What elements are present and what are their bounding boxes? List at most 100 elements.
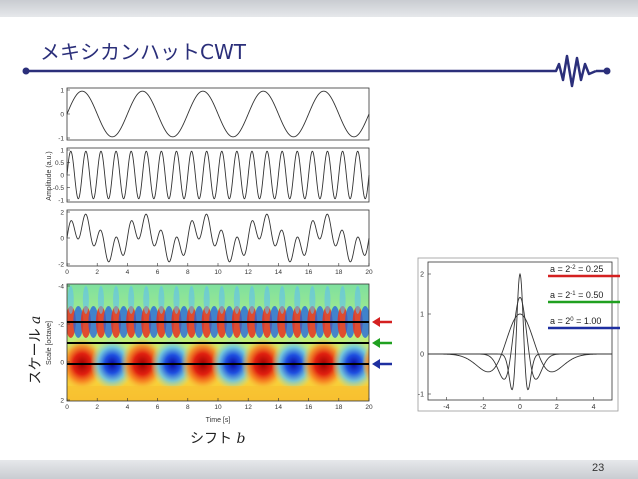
xtick-label: 18 — [335, 404, 343, 411]
heat-light-stripe — [354, 286, 361, 314]
heat-light-stripe — [128, 286, 135, 314]
wavelet-lines — [428, 272, 612, 391]
wavelet-ytick-label: 0 — [420, 352, 424, 359]
xtick-label: 2 — [95, 269, 99, 276]
xtick-label: 12 — [245, 404, 253, 411]
xtick-label: 20 — [365, 404, 373, 411]
heat-light-stripe — [97, 286, 104, 314]
heat-light-stripe — [158, 286, 165, 314]
wavelet-curve — [428, 313, 612, 373]
legend-entry-label: a = 2-2 = 0.25 — [550, 264, 603, 274]
xtick-label: 0 — [65, 269, 69, 276]
wavelet-legend: a = 2-2 = 0.25 a = 2-1 = 0.50 a = 20 = 1.0… — [548, 264, 620, 330]
scalogram-yticks: -4 -2 0 2 — [58, 284, 70, 405]
xtick-label: 18 — [335, 269, 343, 276]
wavelet-xtick-label: 2 — [555, 404, 559, 411]
xtick-label: 14 — [275, 404, 283, 411]
ytick-label: -0.5 — [53, 185, 65, 192]
xtick-label: 8 — [186, 404, 190, 411]
ytick-label: 0 — [60, 236, 64, 243]
signal-1-line — [66, 90, 370, 138]
ytick-label: 1 — [60, 148, 64, 155]
shift-b-label: シフト b — [190, 428, 245, 448]
wavelet-logo-icon — [548, 54, 597, 88]
wavelet-yticks: 2 1 0 -1 — [418, 272, 431, 399]
heat-light-stripe — [324, 286, 331, 314]
heat-light-stripe — [309, 286, 316, 314]
scalogram-xticks: 0 2 4 6 8 10 12 14 16 18 20 — [65, 398, 373, 411]
wavelet-xticks: -4 -2 0 2 4 — [443, 397, 596, 411]
xtick-label: 4 — [126, 404, 130, 411]
xtick-label: 6 — [156, 404, 160, 411]
heat-light-stripe — [173, 286, 180, 314]
legend-entry-label: a = 2-1 = 0.50 — [550, 290, 603, 300]
xtick-label: 8 — [186, 269, 190, 276]
title-rule-end-dot — [603, 67, 611, 75]
svg-text:スケール a: スケール a — [28, 316, 44, 385]
ytick-label: -2 — [58, 262, 64, 269]
wavelet-plot-area — [427, 261, 613, 401]
ytick-label: 2 — [60, 210, 64, 217]
wavelet-xtick-label: 0 — [518, 404, 522, 411]
ytick-label: -1 — [58, 198, 64, 205]
xtick-label: 0 — [65, 404, 69, 411]
ytick-label: 0 — [60, 173, 64, 180]
ytick-label: 1 — [60, 88, 64, 95]
heat-light-stripe — [113, 286, 120, 314]
arrow-red-icon — [372, 317, 392, 327]
ytick-label: 0 — [60, 360, 64, 367]
wavelet-xtick-label: 4 — [592, 404, 596, 411]
heat-light-stripe — [67, 286, 74, 314]
heat-light-stripe — [339, 286, 346, 314]
heat-light-stripe — [188, 286, 195, 314]
heat-bottom-band — [67, 386, 369, 401]
xtick-label: 10 — [214, 404, 222, 411]
legend-entry-label: a = 20 = 1.00 — [550, 316, 601, 326]
xlabel-prefix: シフト — [190, 431, 237, 447]
ytick-label: -1 — [58, 136, 64, 143]
scale-a-label: スケール a — [28, 316, 44, 385]
heat-light-stripe — [143, 286, 150, 314]
ytick-label: 2 — [60, 398, 64, 405]
xtick-label: 20 — [365, 269, 373, 276]
xlabel-var: b — [236, 431, 246, 447]
heat-light-stripe — [203, 286, 210, 314]
ytick-label: 0.5 — [55, 160, 64, 167]
heat-light-stripe — [279, 286, 286, 314]
arrow-green-icon — [372, 338, 392, 348]
title-rule — [22, 54, 611, 88]
arrow-blue-icon — [372, 359, 392, 369]
xtick-label: 4 — [126, 269, 130, 276]
signal-3-xticks: 0 2 4 6 8 10 12 14 16 18 20 — [65, 263, 373, 276]
signal-2-line — [66, 150, 370, 200]
amplitude-axis-label: Amplitude (a.u.) — [46, 151, 53, 200]
wavelet-xtick-label: -2 — [480, 404, 486, 411]
time-axis-label: Time [s] — [206, 417, 231, 424]
heat-light-stripe — [264, 286, 271, 314]
heat-light-stripe — [82, 286, 89, 314]
heat-light-stripe — [294, 286, 301, 314]
xtick-label: 6 — [156, 269, 160, 276]
xtick-label: 16 — [305, 404, 313, 411]
ytick-label: -2 — [58, 322, 64, 329]
wavelet-ytick-label: 1 — [420, 312, 424, 319]
page-number: 23 — [592, 462, 605, 474]
top-bar — [0, 0, 638, 17]
heat-light-stripe — [233, 286, 240, 314]
signal-2-yticks: 1 0.5 0 -0.5 -1 — [53, 148, 70, 205]
signal-1-yticks: 1 0 -1 — [58, 88, 70, 143]
xtick-label: 12 — [245, 269, 253, 276]
signal-3-line — [66, 213, 370, 263]
xtick-label: 16 — [305, 269, 313, 276]
wavelet-curve — [428, 296, 612, 380]
slide-title: メキシカンハットCWT — [40, 40, 246, 64]
ytick-label: -4 — [58, 284, 64, 291]
ylabel-prefix: スケール — [28, 324, 44, 384]
heat-light-stripe — [218, 286, 225, 314]
wavelet-ytick-label: 2 — [420, 272, 424, 279]
wavelet-xtick-label: -4 — [443, 404, 449, 411]
ylabel-var: a — [28, 316, 44, 324]
signal-3-yticks: 2 0 -2 — [58, 210, 70, 269]
ytick-label: 0 — [60, 112, 64, 119]
